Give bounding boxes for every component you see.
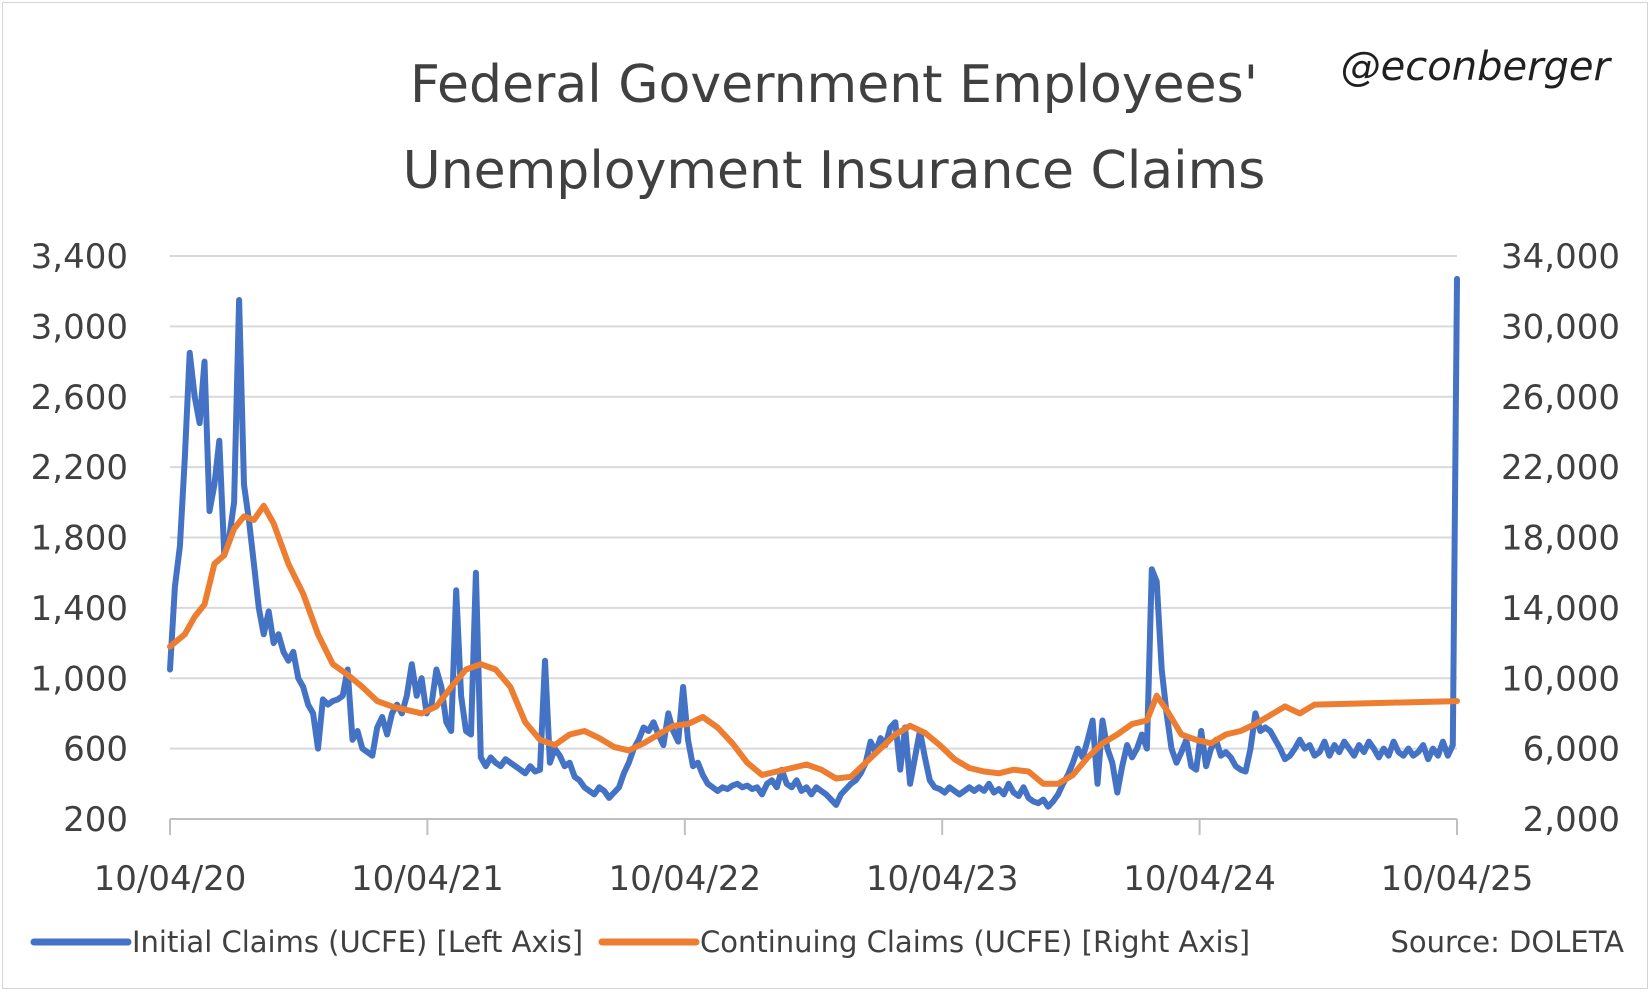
left-tick-label: 2,600 bbox=[31, 378, 128, 418]
right-tick-label: 18,000 bbox=[1501, 519, 1620, 559]
left-tick-label: 3,400 bbox=[31, 237, 128, 277]
x-tick-label: 10/04/23 bbox=[866, 859, 1019, 899]
source-note: Source: DOLETA bbox=[1390, 925, 1624, 959]
right-tick-label: 2,000 bbox=[1523, 800, 1620, 840]
left-axis-ticks: 200 600 1,000 1,400 1,800 2,200 2,600 3,000 3,40… bbox=[31, 237, 128, 840]
x-tick-label: 10/04/25 bbox=[1381, 859, 1534, 899]
right-tick-label: 6,000 bbox=[1523, 730, 1620, 770]
x-tick-label: 10/04/22 bbox=[608, 859, 761, 899]
x-tick-label: 10/04/20 bbox=[94, 859, 247, 899]
gridlines bbox=[170, 255, 1457, 750]
right-tick-label: 22,000 bbox=[1501, 448, 1620, 488]
left-tick-label: 200 bbox=[63, 800, 128, 840]
series-line-continuing-claims bbox=[167, 502, 1460, 787]
left-tick-label: 1,400 bbox=[31, 589, 128, 629]
plot-lines bbox=[167, 275, 1460, 810]
right-tick-label: 34,000 bbox=[1501, 237, 1620, 277]
left-tick-label: 2,200 bbox=[31, 448, 128, 488]
left-tick-label: 1,000 bbox=[31, 659, 128, 699]
right-tick-label: 30,000 bbox=[1501, 307, 1620, 347]
series-line-initial-claims bbox=[167, 275, 1460, 810]
x-tick-label: 10/04/21 bbox=[351, 859, 504, 899]
left-tick-label: 600 bbox=[63, 730, 128, 770]
chart-title-line-2: Unemployment Insurance Claims bbox=[403, 141, 1266, 201]
right-tick-label: 26,000 bbox=[1501, 378, 1620, 418]
legend-label-initial: Initial Claims (UCFE) [Left Axis] bbox=[132, 925, 583, 959]
right-tick-label: 10,000 bbox=[1501, 659, 1620, 699]
chart-title-line-1: Federal Government Employees' bbox=[410, 55, 1258, 115]
right-tick-label: 14,000 bbox=[1501, 589, 1620, 629]
left-tick-label: 1,800 bbox=[31, 519, 128, 559]
left-tick-label: 3,000 bbox=[31, 307, 128, 347]
legend: Initial Claims (UCFE) [Left Axis] Contin… bbox=[30, 925, 1624, 959]
legend-label-continuing: Continuing Claims (UCFE) [Right Axis] bbox=[700, 925, 1250, 959]
author-handle: @econberger bbox=[1341, 44, 1613, 90]
x-axis: 10/04/20 10/04/21 10/04/22 10/04/23 10/04/24… bbox=[94, 818, 1534, 899]
x-tick-label: 10/04/24 bbox=[1123, 859, 1276, 899]
right-axis-ticks: 2,000 6,000 10,000 14,000 18,000 22,000 26,000… bbox=[1501, 237, 1620, 840]
